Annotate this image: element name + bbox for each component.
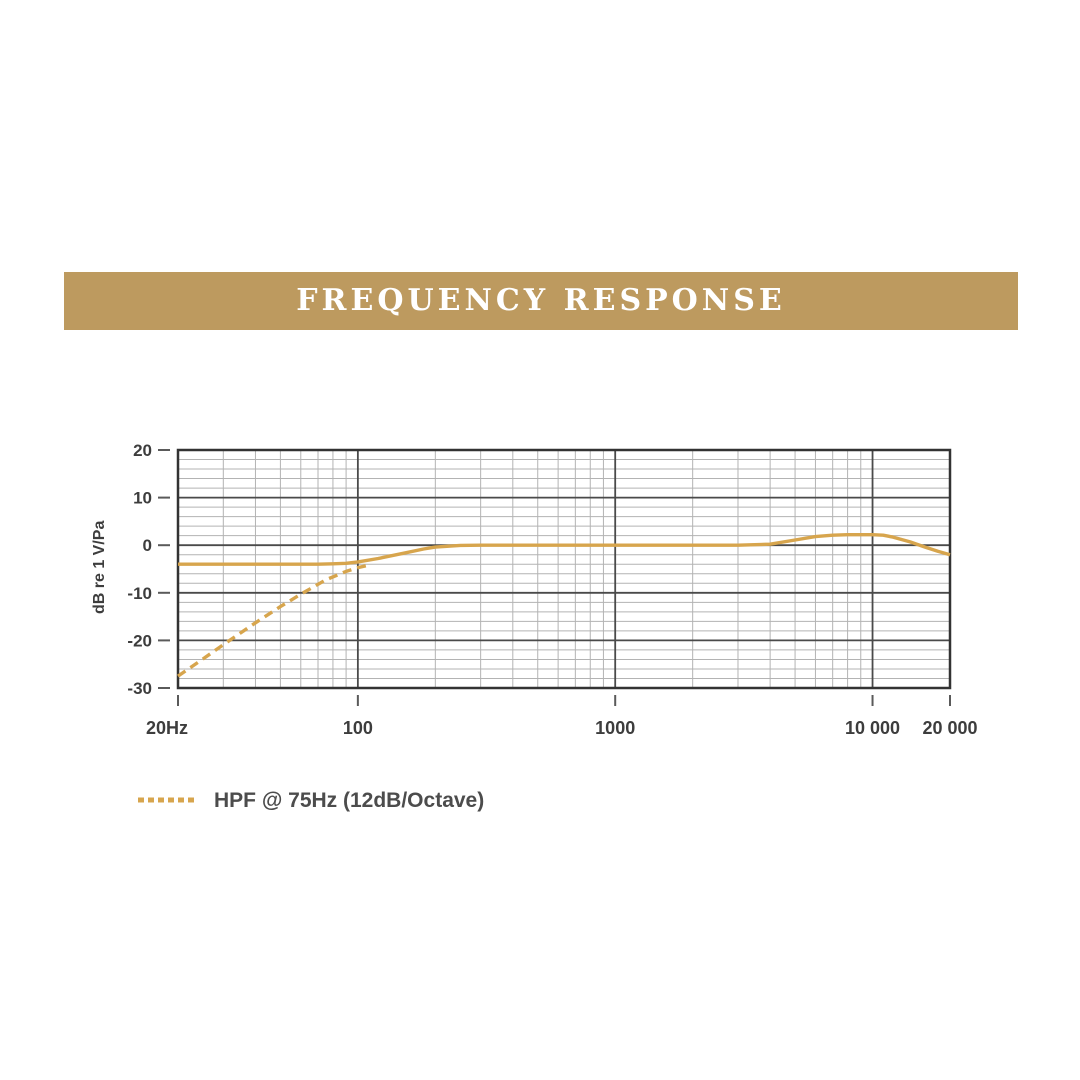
legend-label-hpf: HPF @ 75Hz (12dB/Octave) [214, 788, 485, 812]
x-tick-label: 10 000 [845, 718, 900, 738]
hpf-dashed-line-icon [138, 797, 198, 803]
banner-title: FREQUENCY RESPONSE [296, 283, 786, 318]
x-tick-label: 100 [343, 718, 373, 738]
frequency-response-banner: FREQUENCY RESPONSE [64, 272, 1018, 330]
x-tick-label: 20Hz [146, 718, 188, 738]
y-tick-label: -30 [127, 679, 152, 698]
x-tick-label: 20 000 [922, 718, 977, 738]
x-tick-label: 1000 [595, 718, 635, 738]
y-tick-label: 0 [143, 536, 152, 555]
y-tick-label: -10 [127, 584, 152, 603]
y-tick-label: 20 [133, 441, 152, 460]
curve-hpf-engaged-response [177, 563, 369, 678]
y-tick-label: 10 [133, 489, 152, 508]
y-axis-title: dB re 1 V/Pa [91, 521, 108, 614]
plot-border [176, 448, 952, 690]
chart-legend: HPF @ 75Hz (12dB/Octave) [138, 786, 484, 814]
curve-frequency-response [178, 533, 951, 566]
y-tick-label: -20 [127, 631, 152, 650]
